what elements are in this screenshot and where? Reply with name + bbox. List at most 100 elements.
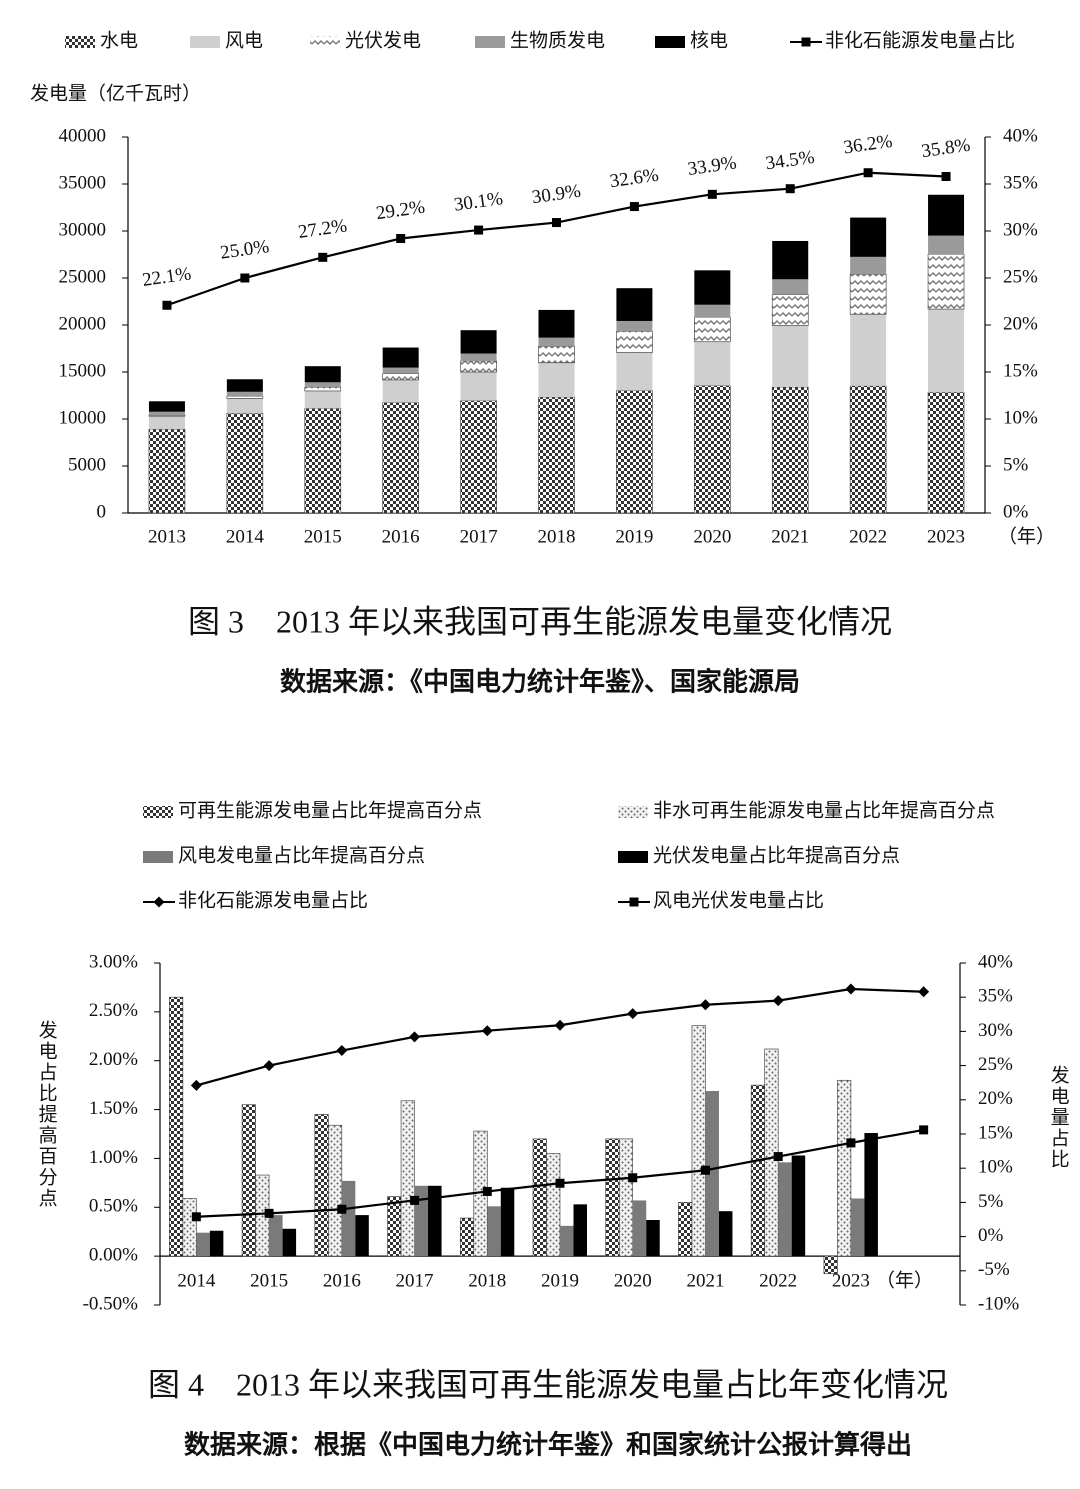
figure-caption: 图 4 2013 年以来我国可再生能源发电量占比年变化情况	[148, 1366, 948, 1402]
bar	[823, 1255, 838, 1275]
y-tick-label: 1.00%	[89, 1147, 138, 1168]
legend-swatch	[618, 806, 648, 818]
line-marker	[482, 1186, 492, 1196]
y2-tick-label: -5%	[978, 1259, 1010, 1280]
bar	[269, 1215, 283, 1257]
y2-tick-label: 30%	[978, 1020, 1013, 1041]
data-label: 33.9%	[686, 152, 738, 180]
y2-tick-label: 10%	[1003, 407, 1038, 428]
bar	[538, 337, 575, 347]
bar	[304, 366, 341, 383]
line-marker	[162, 300, 172, 310]
y-tick-label: 40000	[59, 125, 107, 146]
y-tick-label: 1.50%	[89, 1098, 138, 1119]
y2-tick-label: 40%	[1003, 125, 1038, 146]
bar	[304, 390, 341, 409]
y2-tick-label: 5%	[978, 1191, 1004, 1212]
y2-tick-label: 40%	[978, 951, 1013, 972]
x-tick-label: 2020	[614, 1270, 652, 1291]
line-marker	[629, 202, 639, 212]
line-marker	[190, 1079, 202, 1091]
legend-label: 可再生能源发电量占比年提高百分点	[178, 799, 482, 821]
y-tick-label: 0.00%	[89, 1245, 138, 1266]
line-marker	[628, 1173, 638, 1183]
legend-swatch	[801, 37, 811, 47]
y-tick-label: 30000	[59, 219, 107, 240]
y2-tick-label: 0%	[978, 1225, 1004, 1246]
x-tick-label: 2014	[226, 526, 265, 547]
line-marker	[264, 1208, 274, 1218]
y2-tick-label: 25%	[1003, 266, 1038, 287]
bar	[148, 428, 186, 514]
bar	[694, 270, 731, 305]
figure-source: 数据来源：《中国电力统计年鉴》、国家能源局	[280, 667, 800, 698]
y2-tick-label: 35%	[1003, 172, 1038, 193]
bar	[538, 396, 575, 514]
bar	[460, 400, 497, 514]
bar	[148, 416, 185, 430]
legend-swatch	[655, 36, 685, 48]
line-marker	[554, 1019, 566, 1031]
legend-swatch	[618, 851, 648, 863]
x-axis-unit: （年）	[876, 1269, 933, 1291]
data-label: 34.5%	[764, 147, 816, 175]
x-tick-label: 2015	[304, 526, 342, 547]
bar	[850, 314, 887, 386]
bar	[459, 1217, 475, 1257]
x-tick-label: 2019	[615, 526, 653, 547]
y-tick-label: 35000	[59, 172, 107, 193]
legend-swatch	[65, 36, 95, 48]
legend-label: 非化石能源发电量占比	[825, 29, 1015, 51]
bar	[282, 1228, 297, 1257]
bar	[546, 1153, 561, 1257]
y-tick-label: 20000	[59, 313, 107, 334]
bar	[532, 1138, 547, 1257]
line-marker	[785, 184, 795, 194]
bar	[573, 1204, 587, 1257]
bar	[678, 1202, 693, 1257]
line-marker	[699, 999, 711, 1011]
bar	[632, 1200, 647, 1257]
x-tick-label: 2016	[323, 1270, 361, 1291]
line-marker	[191, 1212, 201, 1222]
bar	[304, 382, 341, 388]
legend-label: 风电发电量占比年提高百分点	[178, 844, 425, 866]
line-marker	[318, 252, 328, 262]
y-tick-label: 2.50%	[89, 1000, 138, 1021]
y2-tick-label: 10%	[978, 1157, 1013, 1178]
figure-caption: 图 3 2013 年以来我国可再生能源发电量变化情况	[188, 603, 892, 639]
data-label: 35.8%	[920, 135, 972, 163]
y-axis-title: 发电量（亿千瓦时）	[30, 82, 201, 104]
bar	[928, 309, 965, 393]
legend-label: 非水可再生能源发电量占比年提高百分点	[653, 799, 995, 821]
bar	[718, 1211, 733, 1257]
x-tick-label: 2020	[693, 526, 731, 547]
y2-tick-label: 5%	[1003, 454, 1029, 475]
bar	[646, 1219, 660, 1257]
bar	[616, 352, 653, 391]
bar	[304, 408, 342, 514]
line-marker	[555, 1178, 565, 1188]
y-tick-label: 15000	[59, 360, 107, 381]
y2-tick-label: 35%	[978, 986, 1013, 1007]
line-marker	[337, 1204, 347, 1214]
x-tick-label: 2021	[771, 526, 809, 547]
data-label: 30.9%	[531, 181, 583, 209]
y2-axis-title: 发电量占比	[1048, 1065, 1070, 1170]
line-marker	[552, 218, 561, 228]
x-tick-label: 2023	[832, 1270, 870, 1291]
x-tick-label: 2021	[686, 1270, 724, 1291]
bar	[778, 1162, 792, 1257]
bar	[560, 1225, 574, 1257]
y2-tick-label: 25%	[978, 1054, 1013, 1075]
bar	[850, 256, 887, 275]
y2-tick-label: 30%	[1003, 219, 1038, 240]
bar	[428, 1185, 442, 1257]
legend-swatch	[629, 897, 639, 907]
data-label: 32.6%	[608, 165, 660, 193]
bar	[538, 362, 575, 398]
bar	[771, 294, 809, 326]
bar	[837, 1079, 852, 1257]
x-tick-label: 2013	[148, 526, 186, 547]
legend-swatch	[475, 36, 505, 48]
